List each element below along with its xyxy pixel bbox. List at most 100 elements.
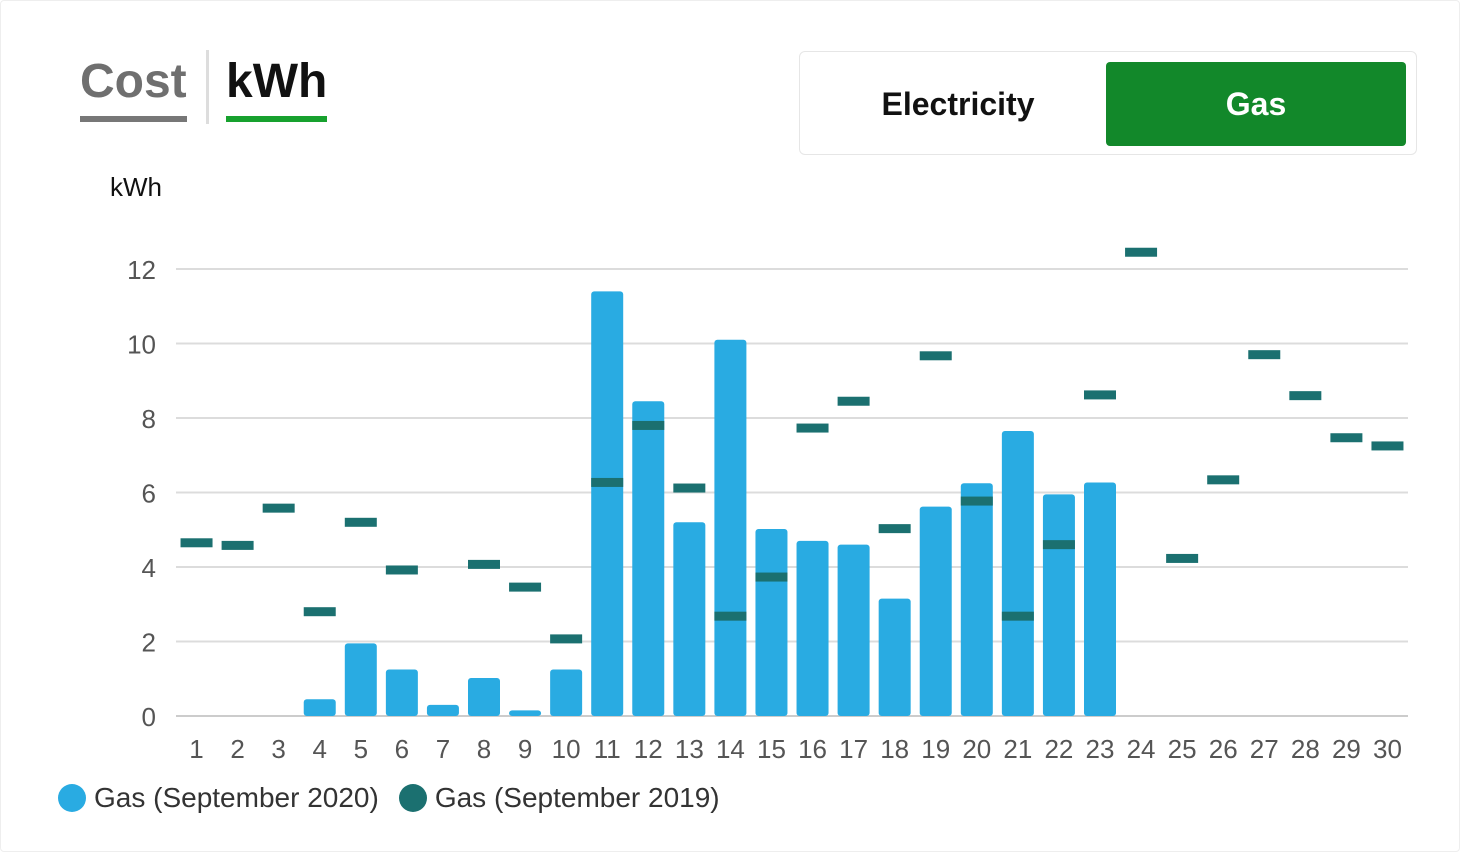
- marker-previous: [919, 351, 952, 361]
- bar-current: [632, 401, 665, 716]
- marker-previous: [1371, 441, 1404, 451]
- legend-label-previous: Gas (September 2019): [434, 782, 720, 813]
- marker-previous: [180, 538, 213, 548]
- y-tick-label: 6: [142, 479, 156, 509]
- bar-current: [837, 544, 870, 716]
- bar-current: [509, 710, 542, 716]
- x-tick-label: 30: [1373, 734, 1402, 764]
- fuel-toggle: Electricity Gas: [799, 51, 1417, 155]
- marker-previous: [385, 565, 418, 575]
- x-tick-label: 15: [757, 734, 786, 764]
- bar-current: [673, 522, 706, 716]
- bar-current: [755, 529, 788, 716]
- x-tick-label: 4: [312, 734, 326, 764]
- marker-previous: [550, 634, 583, 644]
- legend-dot-current: [58, 784, 86, 812]
- x-tick-label: 24: [1127, 734, 1156, 764]
- gas-button[interactable]: Gas: [1106, 62, 1406, 146]
- x-tick-label: 6: [395, 734, 409, 764]
- x-tick-label: 20: [962, 734, 991, 764]
- marker-previous: [1207, 475, 1240, 485]
- x-tick-label: 28: [1291, 734, 1320, 764]
- tab-cost[interactable]: Cost: [80, 50, 187, 122]
- legend-item-current[interactable]: Gas (September 2020): [58, 782, 379, 814]
- x-tick-label: 11: [594, 734, 621, 764]
- marker-previous: [344, 517, 377, 527]
- x-tick-label: 7: [436, 734, 450, 764]
- bar-current: [796, 540, 829, 716]
- electricity-button[interactable]: Electricity: [881, 86, 1035, 122]
- y-tick-label: 4: [142, 553, 156, 583]
- x-tick-label: 23: [1086, 734, 1115, 764]
- x-tick-label: 5: [354, 734, 368, 764]
- x-tick-label: 29: [1332, 734, 1361, 764]
- x-tick-label: 12: [634, 734, 663, 764]
- x-tick-label: 9: [518, 734, 532, 764]
- marker-previous: [632, 420, 665, 430]
- y-tick-label: 2: [142, 628, 156, 658]
- bar-current: [878, 598, 911, 716]
- bar-current: [1042, 494, 1075, 716]
- tab-divider: [206, 50, 209, 124]
- tab-kwh[interactable]: kWh: [226, 50, 328, 122]
- bar-current: [344, 643, 377, 716]
- marker-previous: [1330, 433, 1363, 443]
- marker-previous: [1042, 540, 1075, 550]
- x-tick-label: 27: [1250, 734, 1279, 764]
- marker-previous: [1125, 247, 1158, 257]
- chart-legend: Gas (September 2020) Gas (September 2019…: [58, 778, 740, 818]
- x-tick-label: 17: [839, 734, 868, 764]
- tab-kwh-label: kWh: [226, 55, 328, 108]
- bar-current: [1084, 482, 1116, 716]
- x-tick-label: 25: [1168, 734, 1197, 764]
- x-tick-label: 18: [880, 734, 909, 764]
- x-tick-label: 13: [675, 734, 704, 764]
- tab-kwh-underline: [226, 116, 328, 122]
- marker-previous: [303, 607, 336, 617]
- marker-previous: [262, 503, 295, 513]
- y-tick-label: 8: [142, 404, 156, 434]
- bar-current: [591, 291, 624, 716]
- marker-previous: [796, 423, 829, 433]
- legend-item-previous[interactable]: Gas (September 2019): [398, 782, 720, 814]
- marker-previous: [221, 540, 254, 550]
- bar-current: [714, 339, 747, 716]
- x-tick-label: 16: [798, 734, 827, 764]
- x-tick-label: 10: [552, 734, 581, 764]
- legend-label-current: Gas (September 2020): [94, 782, 379, 813]
- y-axis-unit-label: kWh: [110, 172, 162, 202]
- bar-current: [960, 483, 993, 716]
- marker-previous: [1166, 553, 1199, 563]
- marker-previous: [509, 582, 542, 592]
- x-tick-label: 8: [477, 734, 491, 764]
- marker-previous: [878, 524, 911, 534]
- x-tick-label: 3: [271, 734, 285, 764]
- marker-previous: [755, 572, 788, 582]
- marker-previous: [1084, 390, 1116, 400]
- y-tick-label: 10: [127, 330, 156, 360]
- x-tick-label: 19: [921, 734, 950, 764]
- tab-cost-underline: [80, 116, 187, 122]
- y-tick-label: 0: [142, 702, 156, 732]
- marker-previous: [468, 559, 500, 569]
- x-tick-label: 1: [189, 734, 203, 764]
- marker-previous: [1001, 611, 1034, 621]
- legend-dot-previous: [398, 784, 427, 812]
- tab-cost-label: Cost: [80, 55, 187, 108]
- bar-current: [385, 669, 418, 716]
- x-tick-label: 26: [1209, 734, 1238, 764]
- marker-previous: [1248, 350, 1281, 360]
- bar-current: [303, 699, 336, 716]
- x-tick-label: 21: [1003, 734, 1032, 764]
- x-tick-label: 2: [230, 734, 244, 764]
- bar-current: [919, 506, 952, 716]
- y-tick-label: 12: [127, 255, 156, 285]
- marker-previous: [673, 483, 706, 493]
- marker-previous: [591, 477, 624, 487]
- bar-current: [468, 678, 500, 716]
- marker-previous: [837, 396, 870, 406]
- x-tick-label: 22: [1044, 734, 1073, 764]
- marker-previous: [1289, 391, 1322, 401]
